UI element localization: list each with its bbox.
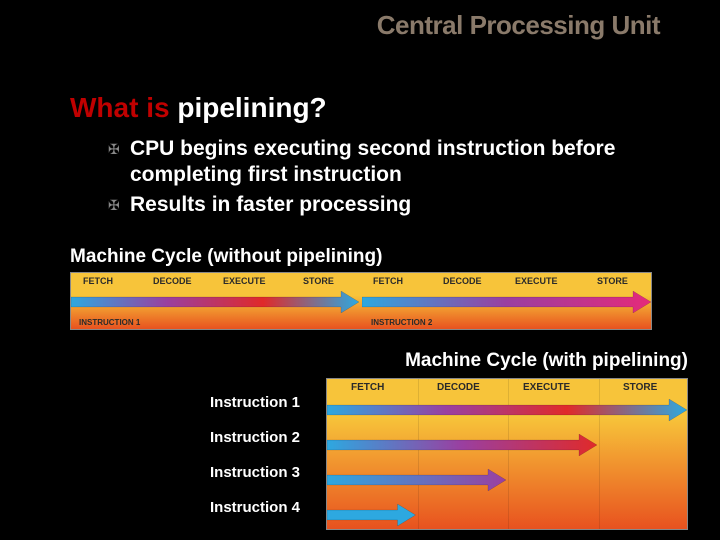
- stage-label: EXECUTE: [515, 276, 558, 286]
- instruction-label: INSTRUCTION 1: [79, 318, 140, 327]
- stage-label: EXECUTE: [523, 382, 570, 393]
- instruction-label: INSTRUCTION 2: [371, 318, 432, 327]
- arrow-icon: [71, 291, 359, 313]
- bullet-list: ✠ CPU begins executing second instructio…: [108, 136, 680, 222]
- stage-label: DECODE: [437, 382, 480, 393]
- instruction-labels: Instruction 1 Instruction 2 Instruction …: [210, 394, 300, 534]
- arrow-icon: [327, 469, 506, 491]
- bullet-row: ✠ CPU begins executing second instructio…: [108, 136, 680, 188]
- diagram-no-pipeline: FETCH DECODE EXECUTE STORE FETCH DECODE EXECUT…: [70, 272, 652, 330]
- stage-label: FETCH: [83, 276, 113, 286]
- row-label: Instruction 1: [210, 394, 300, 429]
- page-title: Central Processing Unit: [0, 10, 700, 41]
- heading-red: What is: [70, 92, 177, 123]
- stage-label: FETCH: [351, 382, 384, 393]
- bullet-row: ✠ Results in faster processing: [108, 192, 680, 218]
- stage-label: FETCH: [373, 276, 403, 286]
- bullet-text: CPU begins executing second instruction …: [130, 136, 680, 188]
- row-label: Instruction 4: [210, 499, 300, 534]
- stage-label: STORE: [597, 276, 628, 286]
- arrow-icon: [362, 291, 651, 313]
- arrow-icon: [327, 399, 687, 421]
- arrow-icon: [327, 504, 416, 526]
- heading-white: pipelining?: [177, 92, 326, 123]
- stage-label: DECODE: [153, 276, 192, 286]
- maltese-icon: ✠: [108, 192, 130, 218]
- stage-label: DECODE: [443, 276, 482, 286]
- caption-with-pipeline: Machine Cycle (with pipelining): [405, 350, 688, 372]
- stage-label: EXECUTE: [223, 276, 266, 286]
- stage-label: STORE: [303, 276, 334, 286]
- arrow-icon: [327, 434, 597, 456]
- maltese-icon: ✠: [108, 136, 130, 162]
- stage-label: STORE: [623, 382, 657, 393]
- row-label: Instruction 3: [210, 464, 300, 499]
- caption-no-pipeline: Machine Cycle (without pipelining): [70, 246, 382, 268]
- diagram-with-pipeline: FETCH DECODE EXECUTE STORE: [326, 378, 688, 530]
- row-label: Instruction 2: [210, 429, 300, 464]
- bullet-text: Results in faster processing: [130, 192, 411, 218]
- heading: What is pipelining?: [70, 92, 327, 124]
